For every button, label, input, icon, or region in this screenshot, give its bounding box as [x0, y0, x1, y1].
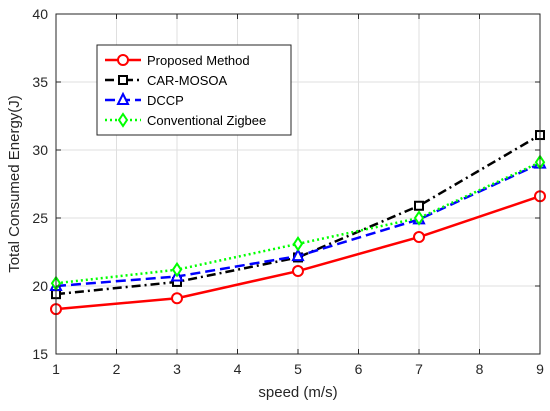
- data-point: [171, 292, 183, 305]
- data-point: [414, 200, 424, 211]
- data-point: [413, 210, 425, 226]
- data-point: [292, 265, 304, 278]
- legend-marker: [116, 91, 130, 105]
- y-tick-label: 15: [32, 346, 48, 362]
- legend-marker: [117, 54, 129, 66]
- y-axis-label: Total Consumed Energy(J): [6, 95, 23, 273]
- legend-label: DCCP: [147, 93, 184, 108]
- data-point: [291, 247, 305, 262]
- legend-label: CAR-MOSOA: [147, 73, 228, 88]
- tick-labels: 1 2 3 4 5 6 7 8 9 15 20 25 30 35 40: [32, 6, 544, 377]
- legend-entry: Proposed Method: [105, 53, 250, 68]
- x-tick-label: 8: [476, 361, 484, 377]
- x-tick-label: 5: [294, 361, 302, 377]
- x-tick-label: 2: [113, 361, 121, 377]
- legend: Proposed Method CAR-MOSOA DCCP Conventional…: [96, 44, 292, 136]
- legend-entry: Conventional Zigbee: [105, 112, 266, 128]
- x-tick-label: 6: [355, 361, 363, 377]
- legend-entry: CAR-MOSOA: [105, 73, 228, 88]
- series-line: [55, 133, 541, 296]
- data-point: [171, 261, 183, 278]
- data-point: [413, 231, 425, 244]
- series-layer: [49, 130, 547, 316]
- y-tick-label: 40: [32, 6, 48, 22]
- x-tick-label: 9: [536, 361, 544, 377]
- x-tick-label: 1: [52, 361, 60, 377]
- y-tick-label: 20: [32, 278, 48, 294]
- legend-marker: [117, 112, 129, 128]
- data-point: [292, 236, 304, 252]
- y-tick-label: 30: [32, 142, 48, 158]
- x-tick-label: 7: [415, 361, 423, 377]
- y-tick-label: 25: [32, 210, 48, 226]
- x-axis-label: speed (m/s): [258, 384, 337, 401]
- legend-marker: [118, 75, 128, 85]
- legend-entry: DCCP: [105, 91, 184, 108]
- legend-label: Proposed Method: [147, 53, 250, 68]
- y-tick-label: 35: [32, 74, 48, 90]
- x-tick-label: 4: [234, 361, 242, 377]
- legend-label: Conventional Zigbee: [147, 113, 266, 128]
- x-tick-label: 3: [173, 361, 181, 377]
